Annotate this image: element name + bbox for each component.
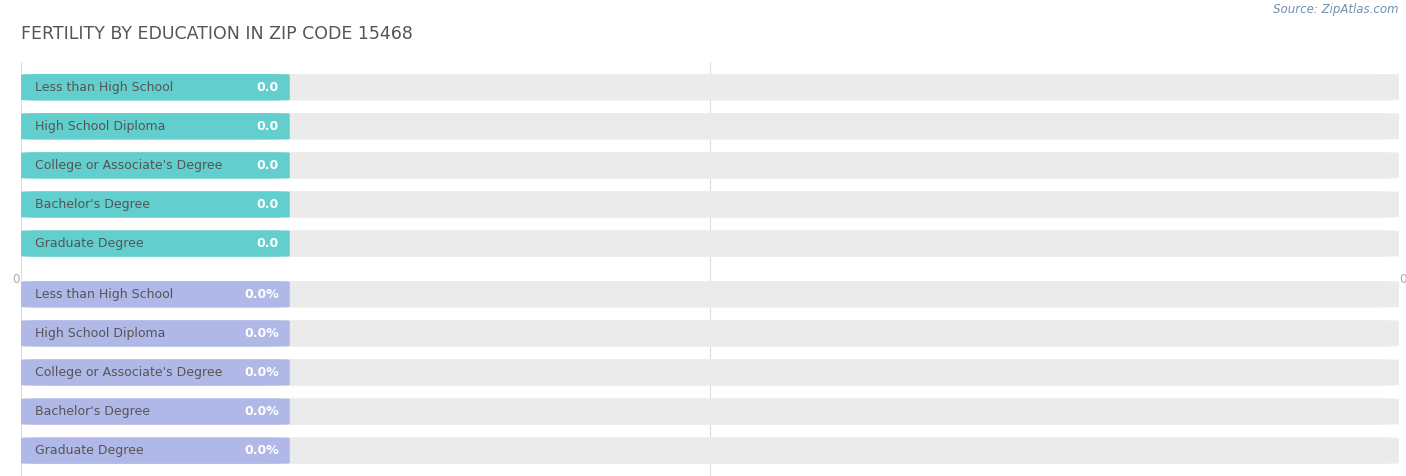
Text: Graduate Degree: Graduate Degree — [35, 444, 143, 457]
Text: High School Diploma: High School Diploma — [35, 327, 166, 340]
Text: FERTILITY BY EDUCATION IN ZIP CODE 15468: FERTILITY BY EDUCATION IN ZIP CODE 15468 — [21, 25, 413, 43]
FancyBboxPatch shape — [21, 320, 1399, 347]
Text: Graduate Degree: Graduate Degree — [35, 237, 143, 250]
Text: 0.0: 0.0 — [256, 120, 278, 133]
FancyBboxPatch shape — [21, 281, 290, 307]
FancyBboxPatch shape — [21, 398, 290, 425]
Text: 0.0%: 0.0% — [245, 327, 278, 340]
Text: Source: ZipAtlas.com: Source: ZipAtlas.com — [1274, 3, 1399, 16]
Text: High School Diploma: High School Diploma — [35, 120, 166, 133]
FancyBboxPatch shape — [21, 230, 1399, 257]
FancyBboxPatch shape — [21, 437, 290, 464]
FancyBboxPatch shape — [21, 281, 1399, 307]
FancyBboxPatch shape — [21, 113, 290, 139]
Text: 0.0%: 0.0% — [245, 366, 278, 379]
FancyBboxPatch shape — [21, 191, 1399, 218]
Text: Bachelor's Degree: Bachelor's Degree — [35, 405, 150, 418]
Text: 0.0: 0.0 — [256, 198, 278, 211]
Text: 0.0: 0.0 — [256, 81, 278, 94]
FancyBboxPatch shape — [21, 191, 290, 218]
Text: Less than High School: Less than High School — [35, 81, 173, 94]
FancyBboxPatch shape — [21, 74, 1399, 100]
FancyBboxPatch shape — [21, 320, 290, 347]
FancyBboxPatch shape — [21, 437, 1399, 464]
FancyBboxPatch shape — [21, 113, 1399, 139]
Text: 0.0%: 0.0% — [245, 444, 278, 457]
FancyBboxPatch shape — [21, 398, 1399, 425]
FancyBboxPatch shape — [21, 359, 1399, 386]
Text: Bachelor's Degree: Bachelor's Degree — [35, 198, 150, 211]
Text: 0.0: 0.0 — [256, 237, 278, 250]
FancyBboxPatch shape — [21, 152, 290, 178]
Text: 0.0%: 0.0% — [245, 405, 278, 418]
Text: College or Associate's Degree: College or Associate's Degree — [35, 159, 222, 172]
Text: 0.0: 0.0 — [256, 159, 278, 172]
FancyBboxPatch shape — [21, 230, 290, 257]
Text: Less than High School: Less than High School — [35, 288, 173, 301]
Text: College or Associate's Degree: College or Associate's Degree — [35, 366, 222, 379]
FancyBboxPatch shape — [21, 74, 290, 100]
FancyBboxPatch shape — [21, 359, 290, 386]
Text: 0.0%: 0.0% — [245, 288, 278, 301]
FancyBboxPatch shape — [21, 152, 1399, 178]
